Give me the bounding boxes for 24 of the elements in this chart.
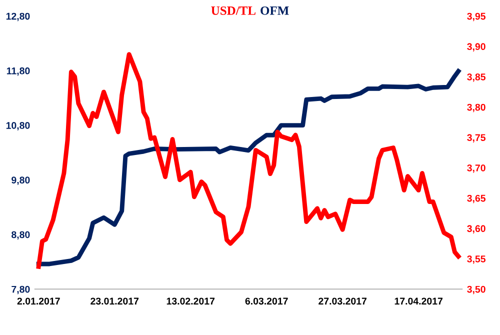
y2-tick-label: 3,80: [467, 104, 486, 112]
y2-tick-label: 3,50: [467, 286, 486, 294]
y2-tick-label: 3,90: [467, 43, 486, 52]
y2-tick-label: 3,60: [467, 225, 486, 234]
x-tick-label: 2.01.2017: [17, 298, 60, 305]
y-tick-label: 10,80: [6, 122, 30, 130]
y-tick-label: 8,80: [12, 231, 30, 240]
x-tick-label: 17.04.2017: [394, 298, 442, 305]
x-tick-label: 13.02.2017: [166, 298, 215, 305]
text: USD/TL: [211, 6, 256, 15]
y-tick-label: 7,80: [12, 286, 30, 294]
y2-tick-label: 3,85: [467, 73, 486, 82]
y2-tick-label: 3,75: [467, 134, 486, 142]
y-tick-label: 11,80: [6, 67, 30, 76]
x-tick-label: 27.03.2017: [318, 298, 366, 305]
text: OFM: [260, 6, 289, 15]
y2-tick-label: 3,95: [467, 12, 486, 22]
x-tick-label: 23.01.2017: [90, 298, 139, 305]
y2-tick-label: 3,55: [467, 256, 486, 264]
y2-tick-label: 3,70: [467, 164, 486, 173]
y-tick-label: 9,80: [12, 176, 30, 185]
x-tick-label: 6.03.2017: [245, 298, 288, 305]
y-tick-label: 12,80: [6, 12, 30, 22]
y2-tick-label: 3,65: [467, 194, 486, 204]
